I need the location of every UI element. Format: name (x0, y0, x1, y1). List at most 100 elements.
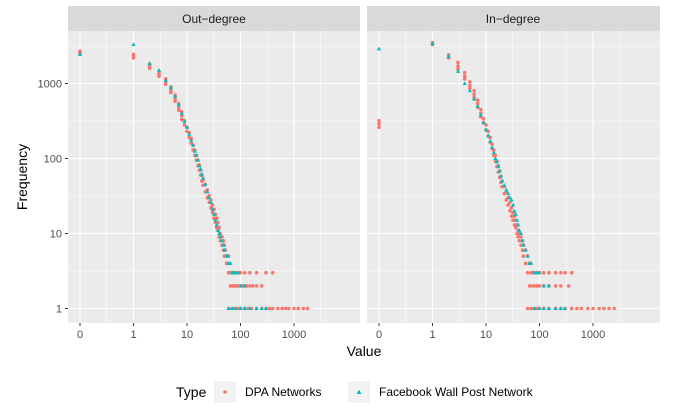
legend-label-facebook: Facebook Wall Post Network (379, 385, 534, 399)
dpa-point (569, 270, 574, 275)
facebook-point (532, 306, 537, 310)
panel-in-degree: In−degree (367, 6, 660, 323)
data-points (376, 40, 617, 311)
dpa-point (517, 238, 522, 243)
strip-title-out-degree: Out−degree (182, 12, 246, 26)
facebook-point (455, 69, 461, 73)
facebook-point (462, 81, 467, 85)
dpa-point (468, 83, 472, 88)
facebook-point (494, 159, 500, 164)
facebook-point (507, 195, 513, 200)
dpa-point (612, 306, 617, 311)
facebook-point (553, 306, 558, 310)
facebook-point (187, 132, 192, 136)
facebook-point (247, 306, 253, 310)
strip-title-in-degree: In−degree (486, 12, 541, 26)
dpa-point (591, 306, 595, 311)
dpa-point (490, 142, 494, 147)
facebook-point (518, 231, 524, 235)
dpa-point (468, 86, 472, 91)
dpa-point (569, 306, 574, 311)
facebook-point (489, 145, 495, 150)
legend-label-dpa: DPA Networks (245, 385, 321, 399)
dpa-point (248, 284, 252, 288)
dpa-point (509, 214, 514, 219)
dpa-point (607, 306, 611, 311)
dpa-point (169, 90, 173, 95)
dpa-point (575, 306, 579, 311)
legend-marker-facebook (356, 389, 362, 394)
dpa-point (509, 206, 514, 210)
panel-background (367, 31, 660, 323)
dpa-point (493, 153, 498, 158)
facebook-point (225, 253, 230, 258)
x-tick-label: 100 (530, 329, 548, 341)
facebook-point (213, 217, 218, 222)
dpa-point (462, 70, 467, 75)
facebook-point (201, 175, 206, 180)
facebook-point (525, 253, 530, 258)
facebook-point (532, 270, 537, 275)
y-axis-ticks: 1 10 100 1000 (38, 79, 68, 316)
facebook-point (238, 306, 243, 310)
dpa-point (541, 270, 546, 275)
facebook-point (446, 54, 451, 58)
facebook-point (189, 137, 194, 142)
facebook-point (478, 112, 483, 117)
facebook-point (211, 212, 217, 216)
dpa-point (173, 96, 177, 101)
facebook-point (521, 242, 526, 247)
dpa-point (529, 284, 534, 288)
dpa-point (242, 270, 247, 275)
dpa-point (210, 203, 215, 207)
x-tick-label: 10 (480, 329, 492, 341)
facebook-point (238, 283, 243, 288)
dpa-point (553, 284, 558, 288)
facebook-point (497, 168, 502, 173)
facebook-point (486, 133, 491, 138)
facebook-point (504, 187, 509, 192)
dpa-point (270, 306, 275, 311)
facebook-point (491, 150, 496, 155)
dpa-point (276, 306, 280, 311)
dpa-point (251, 284, 255, 288)
facebook-point (496, 164, 501, 169)
y-tick-label: 1 (56, 304, 62, 316)
dpa-point (176, 108, 181, 113)
facebook-point (242, 306, 247, 310)
dpa-point (492, 148, 496, 152)
facebook-point (163, 78, 168, 82)
facebook-point (207, 195, 212, 200)
dpa-point (377, 125, 381, 130)
dpa-point (523, 261, 528, 266)
facebook-point (218, 234, 223, 239)
y-tick-label: 100 (44, 154, 62, 166)
dpa-point (508, 200, 512, 205)
facebook-point (506, 191, 511, 196)
dpa-point (456, 64, 460, 69)
dpa-point (301, 306, 306, 311)
facebook-point (168, 85, 173, 90)
x-tick-label: 0 (77, 329, 83, 341)
facebook-point (513, 212, 518, 216)
facebook-point (263, 306, 269, 310)
facebook-point (516, 222, 521, 227)
dpa-point (287, 306, 291, 311)
dpa-point (558, 284, 563, 288)
facebook-point (541, 306, 546, 310)
x-tick-label: 1000 (282, 329, 306, 341)
facebook-point (221, 242, 226, 247)
dpa-point (519, 235, 523, 239)
facebook-point (203, 182, 208, 187)
dpa-point (173, 99, 177, 104)
facebook-point (488, 138, 493, 143)
dpa-point (377, 118, 381, 123)
facebook-point (537, 306, 542, 310)
dpa-point (586, 306, 590, 311)
facebook-point (190, 142, 196, 147)
gridlines (367, 31, 660, 323)
dpa-point (579, 306, 583, 311)
strip-background (68, 6, 360, 31)
panel-out-degree: Out−degree (68, 6, 360, 323)
